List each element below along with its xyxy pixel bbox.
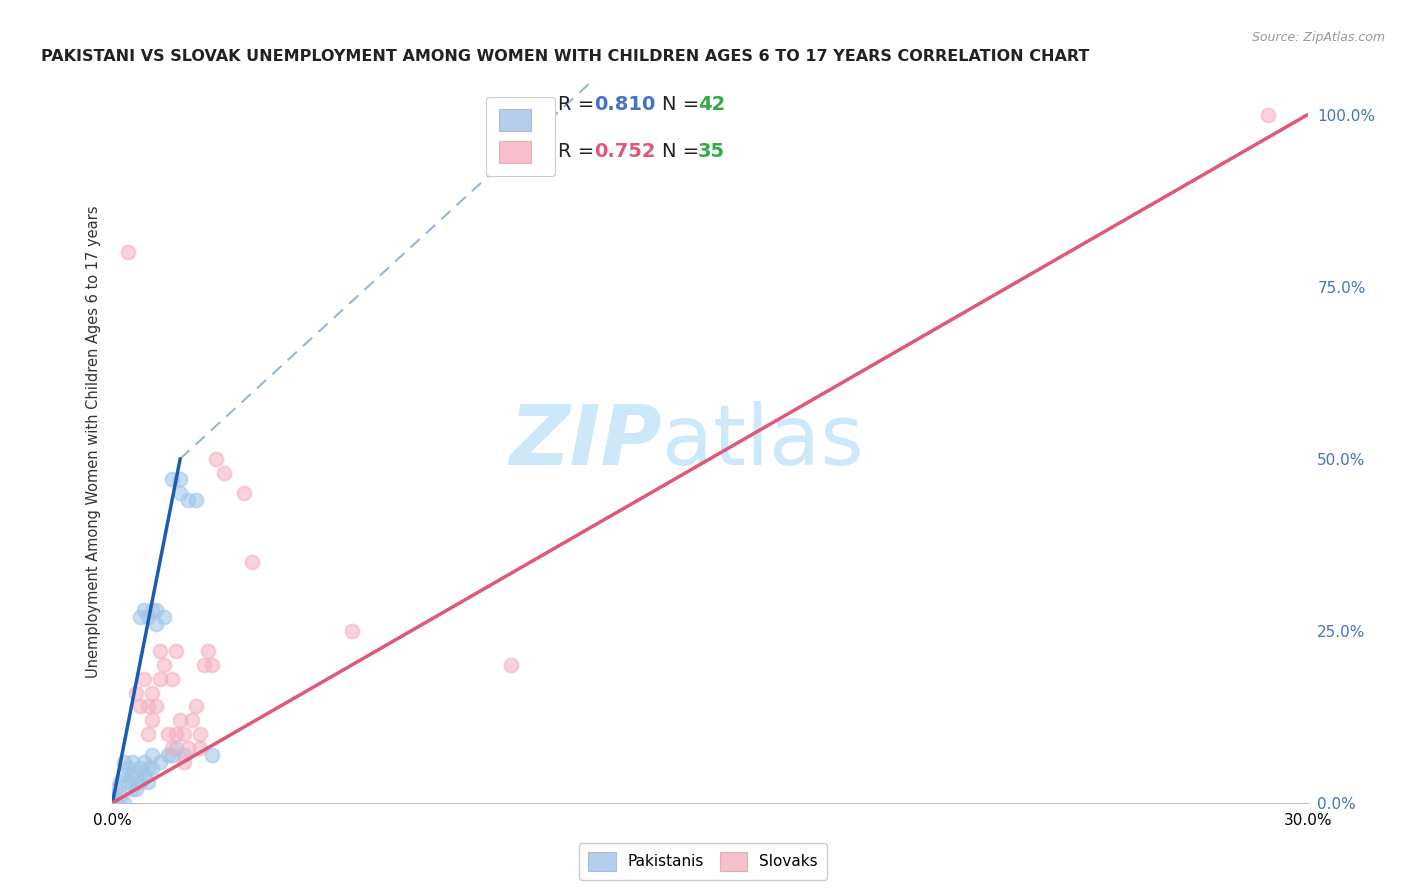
Point: [101, 789, 124, 803]
Point: [177, 740, 200, 755]
Point: [125, 768, 148, 782]
Point: [145, 699, 167, 714]
Point: [340, 624, 363, 638]
Point: [240, 555, 263, 569]
Point: [157, 727, 180, 741]
Text: N =: N =: [662, 142, 706, 161]
Point: [114, 755, 135, 769]
Text: 0.810: 0.810: [595, 95, 655, 114]
Point: [138, 761, 160, 775]
Point: [177, 493, 200, 508]
Point: [173, 727, 195, 741]
Point: [105, 782, 128, 797]
Point: [233, 486, 256, 500]
Point: [141, 603, 163, 617]
Point: [173, 755, 195, 769]
Point: [173, 747, 195, 762]
Point: [165, 644, 187, 658]
Point: [162, 747, 183, 762]
Point: [105, 796, 128, 810]
Point: [201, 747, 224, 762]
Point: [141, 686, 163, 700]
Point: [205, 451, 228, 466]
Point: [197, 644, 219, 658]
Point: [149, 672, 172, 686]
Point: [134, 672, 156, 686]
Point: [134, 768, 156, 782]
Text: R =: R =: [558, 95, 600, 114]
Point: [121, 755, 143, 769]
Point: [188, 740, 211, 755]
Point: [114, 768, 135, 782]
Point: [125, 782, 148, 797]
Point: [145, 616, 167, 631]
Point: [110, 775, 132, 789]
Point: [153, 610, 176, 624]
Text: R =: R =: [558, 142, 600, 161]
Point: [141, 713, 163, 727]
Text: 0.752: 0.752: [595, 142, 655, 161]
Point: [165, 727, 187, 741]
Point: [153, 658, 176, 673]
Text: ZIP: ZIP: [509, 401, 662, 482]
Point: [129, 761, 152, 775]
Point: [129, 775, 152, 789]
Point: [117, 775, 139, 789]
Point: [212, 466, 235, 480]
Point: [1257, 108, 1279, 122]
Point: [138, 775, 160, 789]
Text: atlas: atlas: [662, 401, 863, 482]
Point: [149, 644, 172, 658]
Point: [162, 672, 183, 686]
Point: [165, 740, 187, 755]
Point: [201, 658, 224, 673]
Point: [169, 472, 191, 486]
Point: [114, 796, 135, 810]
Y-axis label: Unemployment Among Women with Children Ages 6 to 17 years: Unemployment Among Women with Children A…: [86, 205, 101, 678]
Legend: Pakistanis, Slovaks: Pakistanis, Slovaks: [579, 843, 827, 880]
Point: [129, 610, 152, 624]
Text: 42: 42: [699, 95, 725, 114]
Point: [186, 493, 208, 508]
Point: [121, 782, 143, 797]
Point: [134, 603, 156, 617]
Text: PAKISTANI VS SLOVAK UNEMPLOYMENT AMONG WOMEN WITH CHILDREN AGES 6 TO 17 YEARS CO: PAKISTANI VS SLOVAK UNEMPLOYMENT AMONG W…: [41, 49, 1090, 64]
Point: [134, 755, 156, 769]
Point: [141, 747, 163, 762]
Point: [129, 699, 152, 714]
Point: [101, 796, 124, 810]
Point: [138, 699, 160, 714]
Point: [138, 727, 160, 741]
Point: [121, 768, 143, 782]
Point: [157, 747, 180, 762]
Point: [125, 686, 148, 700]
Point: [169, 713, 191, 727]
Point: [149, 755, 172, 769]
Text: N =: N =: [662, 95, 706, 114]
Point: [145, 603, 167, 617]
Point: [499, 658, 522, 673]
Point: [162, 472, 183, 486]
Point: [193, 658, 215, 673]
Point: [117, 761, 139, 775]
Text: Source: ZipAtlas.com: Source: ZipAtlas.com: [1251, 31, 1385, 45]
Point: [138, 610, 160, 624]
Point: [117, 245, 139, 260]
Point: [162, 740, 183, 755]
Point: [169, 486, 191, 500]
Text: 35: 35: [699, 142, 725, 161]
Point: [188, 727, 211, 741]
Point: [181, 713, 204, 727]
Point: [141, 761, 163, 775]
Point: [186, 699, 208, 714]
Legend: , : ,: [486, 96, 554, 176]
Point: [110, 789, 132, 803]
